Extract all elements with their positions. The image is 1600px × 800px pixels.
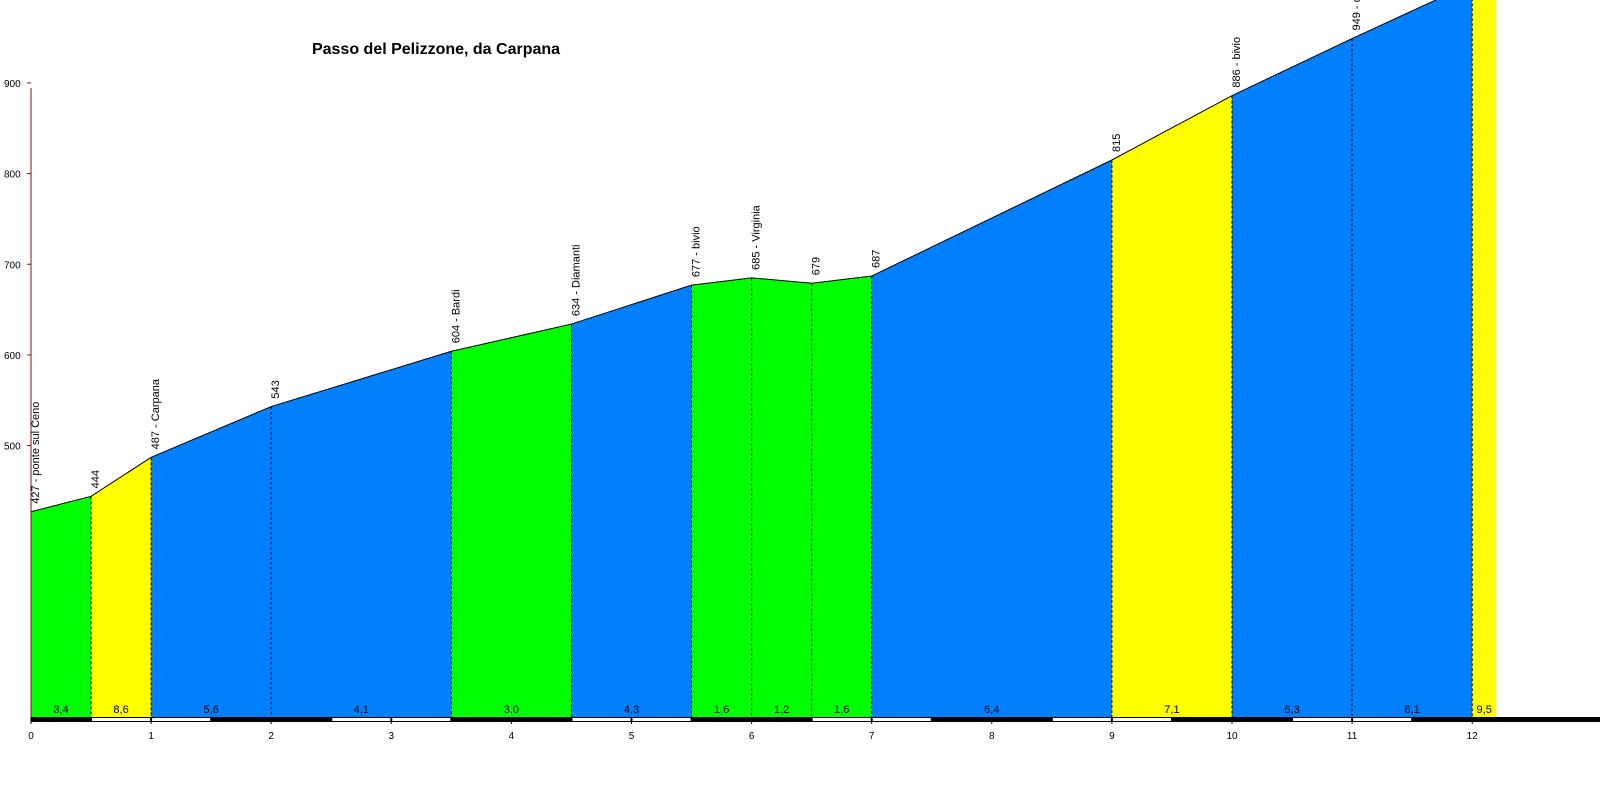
x-tick-label: 1 xyxy=(148,731,154,742)
x-tick-label: 11 xyxy=(1347,731,1358,742)
x-tick-label: 8 xyxy=(989,731,995,742)
point-label: 634 - Diamanti xyxy=(570,245,582,317)
point-label: 949 - case Guselli xyxy=(1351,0,1363,31)
profile-line xyxy=(30,0,1437,513)
gradient-label: 3,4 xyxy=(53,704,68,716)
segment-fill xyxy=(271,351,452,718)
segment-fill xyxy=(1472,0,1497,718)
point-label: 687 xyxy=(871,250,883,268)
y-tick-label: 600 xyxy=(4,351,21,362)
segment-fill xyxy=(571,285,692,718)
gradient-label: 6,3 xyxy=(1284,704,1299,716)
x-tick-label: 7 xyxy=(869,731,875,742)
segment-fill xyxy=(811,276,872,718)
y-tick-label: 700 xyxy=(4,260,21,271)
segment-fill xyxy=(91,457,152,718)
gradient-labels: 3,4 8,6 5,6 4,1 3,0 4,3 1,6 1,2 1,6 6,4 7,1 6,3 6,1 9… xyxy=(53,704,1491,716)
gradient-label: 5,6 xyxy=(204,704,219,716)
gradient-label: 6,4 xyxy=(984,704,999,716)
gradient-label: 1,6 xyxy=(834,704,849,716)
y-tick-label: 900 xyxy=(4,79,21,90)
point-label: 679 xyxy=(811,257,823,275)
km-bar-white-block xyxy=(152,718,211,721)
segment-fill xyxy=(691,277,752,718)
segment-fill xyxy=(1111,95,1232,719)
point-label: 815 xyxy=(1111,134,1123,152)
km-bar-white-block xyxy=(332,718,391,721)
point-label: 543 xyxy=(270,380,282,398)
km-bar xyxy=(31,717,1600,722)
gradient-label: 4,3 xyxy=(624,704,639,716)
km-bar-white-block xyxy=(632,718,691,721)
x-tick-label: 0 xyxy=(28,731,34,742)
point-label: 427 - ponte sul Ceno xyxy=(30,402,42,504)
profile-outline xyxy=(30,0,1437,513)
gradient-label: 1,2 xyxy=(774,704,789,716)
point-label: 604 - Bardi xyxy=(450,289,462,343)
segment-fill xyxy=(1232,38,1353,719)
x-tick-label: 3 xyxy=(389,731,395,742)
km-bar-white-block xyxy=(1353,718,1412,721)
x-tick-label: 9 xyxy=(1109,731,1115,742)
gradient-label: 8,6 xyxy=(113,704,128,716)
segment-fill xyxy=(31,496,92,718)
km-bar-white-block xyxy=(572,718,631,721)
point-label: 886 - bivio xyxy=(1231,37,1243,88)
point-label: 487 - Carpana xyxy=(150,378,162,449)
segment-fill xyxy=(451,324,572,718)
y-tick-label: 500 xyxy=(4,442,21,453)
km-bar-white-block xyxy=(392,718,451,721)
km-bar-white-block xyxy=(1112,718,1171,721)
x-tick-label: 4 xyxy=(509,731,515,742)
x-tick-label: 5 xyxy=(629,731,635,742)
y-tick-label: 800 xyxy=(4,170,21,181)
point-labels: 427 - ponte sul Ceno 444 487 - Carpana 543 6… xyxy=(30,0,1363,504)
gradient-label: 7,1 xyxy=(1164,704,1179,716)
gradient-label: 6,1 xyxy=(1405,704,1420,716)
gradient-label: 3,0 xyxy=(504,704,519,716)
gradient-label: 9,5 xyxy=(1477,704,1492,716)
x-tick-label: 10 xyxy=(1226,731,1238,742)
segment-dividers xyxy=(90,0,1473,718)
x-axis: 0 1 2 3 4 5 6 7 8 9 10 11 12 xyxy=(28,718,1478,742)
x-tick-label: 6 xyxy=(749,731,755,742)
segment-fill xyxy=(751,277,812,718)
point-label: 444 xyxy=(90,470,102,488)
gradient-label: 4,1 xyxy=(354,704,369,716)
segment-fill xyxy=(1352,0,1473,718)
km-bar-white-block xyxy=(1052,718,1111,721)
km-bar-white-block xyxy=(872,718,931,721)
chart-title: Passo del Pelizzone, da Carpana xyxy=(312,41,560,58)
y-axis: 50060070080090010001100 xyxy=(4,79,32,718)
km-bar-white-block xyxy=(812,718,871,721)
km-bar-white-block xyxy=(1293,718,1352,721)
x-tick-label: 12 xyxy=(1467,731,1479,742)
gradient-label: 1,6 xyxy=(714,704,729,716)
point-label: 677 - bivio xyxy=(691,226,703,277)
segment-fill xyxy=(871,160,1112,718)
km-bar-white-block xyxy=(92,718,151,721)
x-tick-label: 2 xyxy=(268,731,274,742)
segment-fill xyxy=(151,406,272,718)
segment-fills xyxy=(31,0,1497,719)
point-label: 685 - Virginia xyxy=(751,204,763,269)
